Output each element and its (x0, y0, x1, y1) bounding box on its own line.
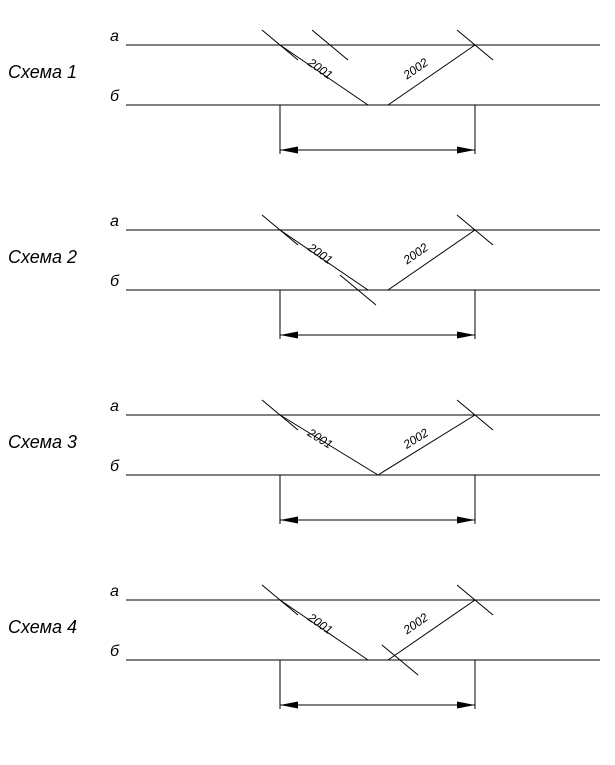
rail-label-a: а (110, 583, 119, 600)
rail-label-b: б (110, 643, 120, 660)
scheme-title: Схема 4 (8, 617, 77, 637)
cross-wire (388, 45, 475, 105)
scheme-1: Схема 1аб20012002 (8, 28, 600, 154)
scheme-title: Схема 2 (8, 247, 77, 267)
scheme-title: Схема 1 (8, 62, 77, 82)
rail-label-b: б (110, 458, 120, 475)
wire-label: 2001 (305, 55, 336, 82)
scheme-4: Схема 4аб20012002 (8, 583, 600, 709)
scheme-2: Схема 2аб20012002 (8, 213, 600, 339)
wire-label: 2002 (400, 425, 431, 452)
rail-label-a: а (110, 398, 119, 415)
rail-label-a: а (110, 213, 119, 230)
engineering-diagram: Схема 1аб20012002Схема 2аб20012002Схема … (0, 0, 615, 765)
wire-label: 2001 (305, 240, 336, 267)
cross-wire (388, 600, 475, 660)
cross-wire (388, 230, 475, 290)
cross-wire (378, 415, 475, 475)
scheme-title: Схема 3 (8, 432, 77, 452)
scheme-3: Схема 3 а б 2001 2002 (8, 398, 600, 524)
rail-label-b: б (110, 88, 120, 105)
rail-label-a: а (110, 28, 119, 45)
rail-label-b: б (110, 273, 120, 290)
wire-label: 2001 (304, 425, 335, 452)
wire-label: 2001 (305, 610, 336, 637)
